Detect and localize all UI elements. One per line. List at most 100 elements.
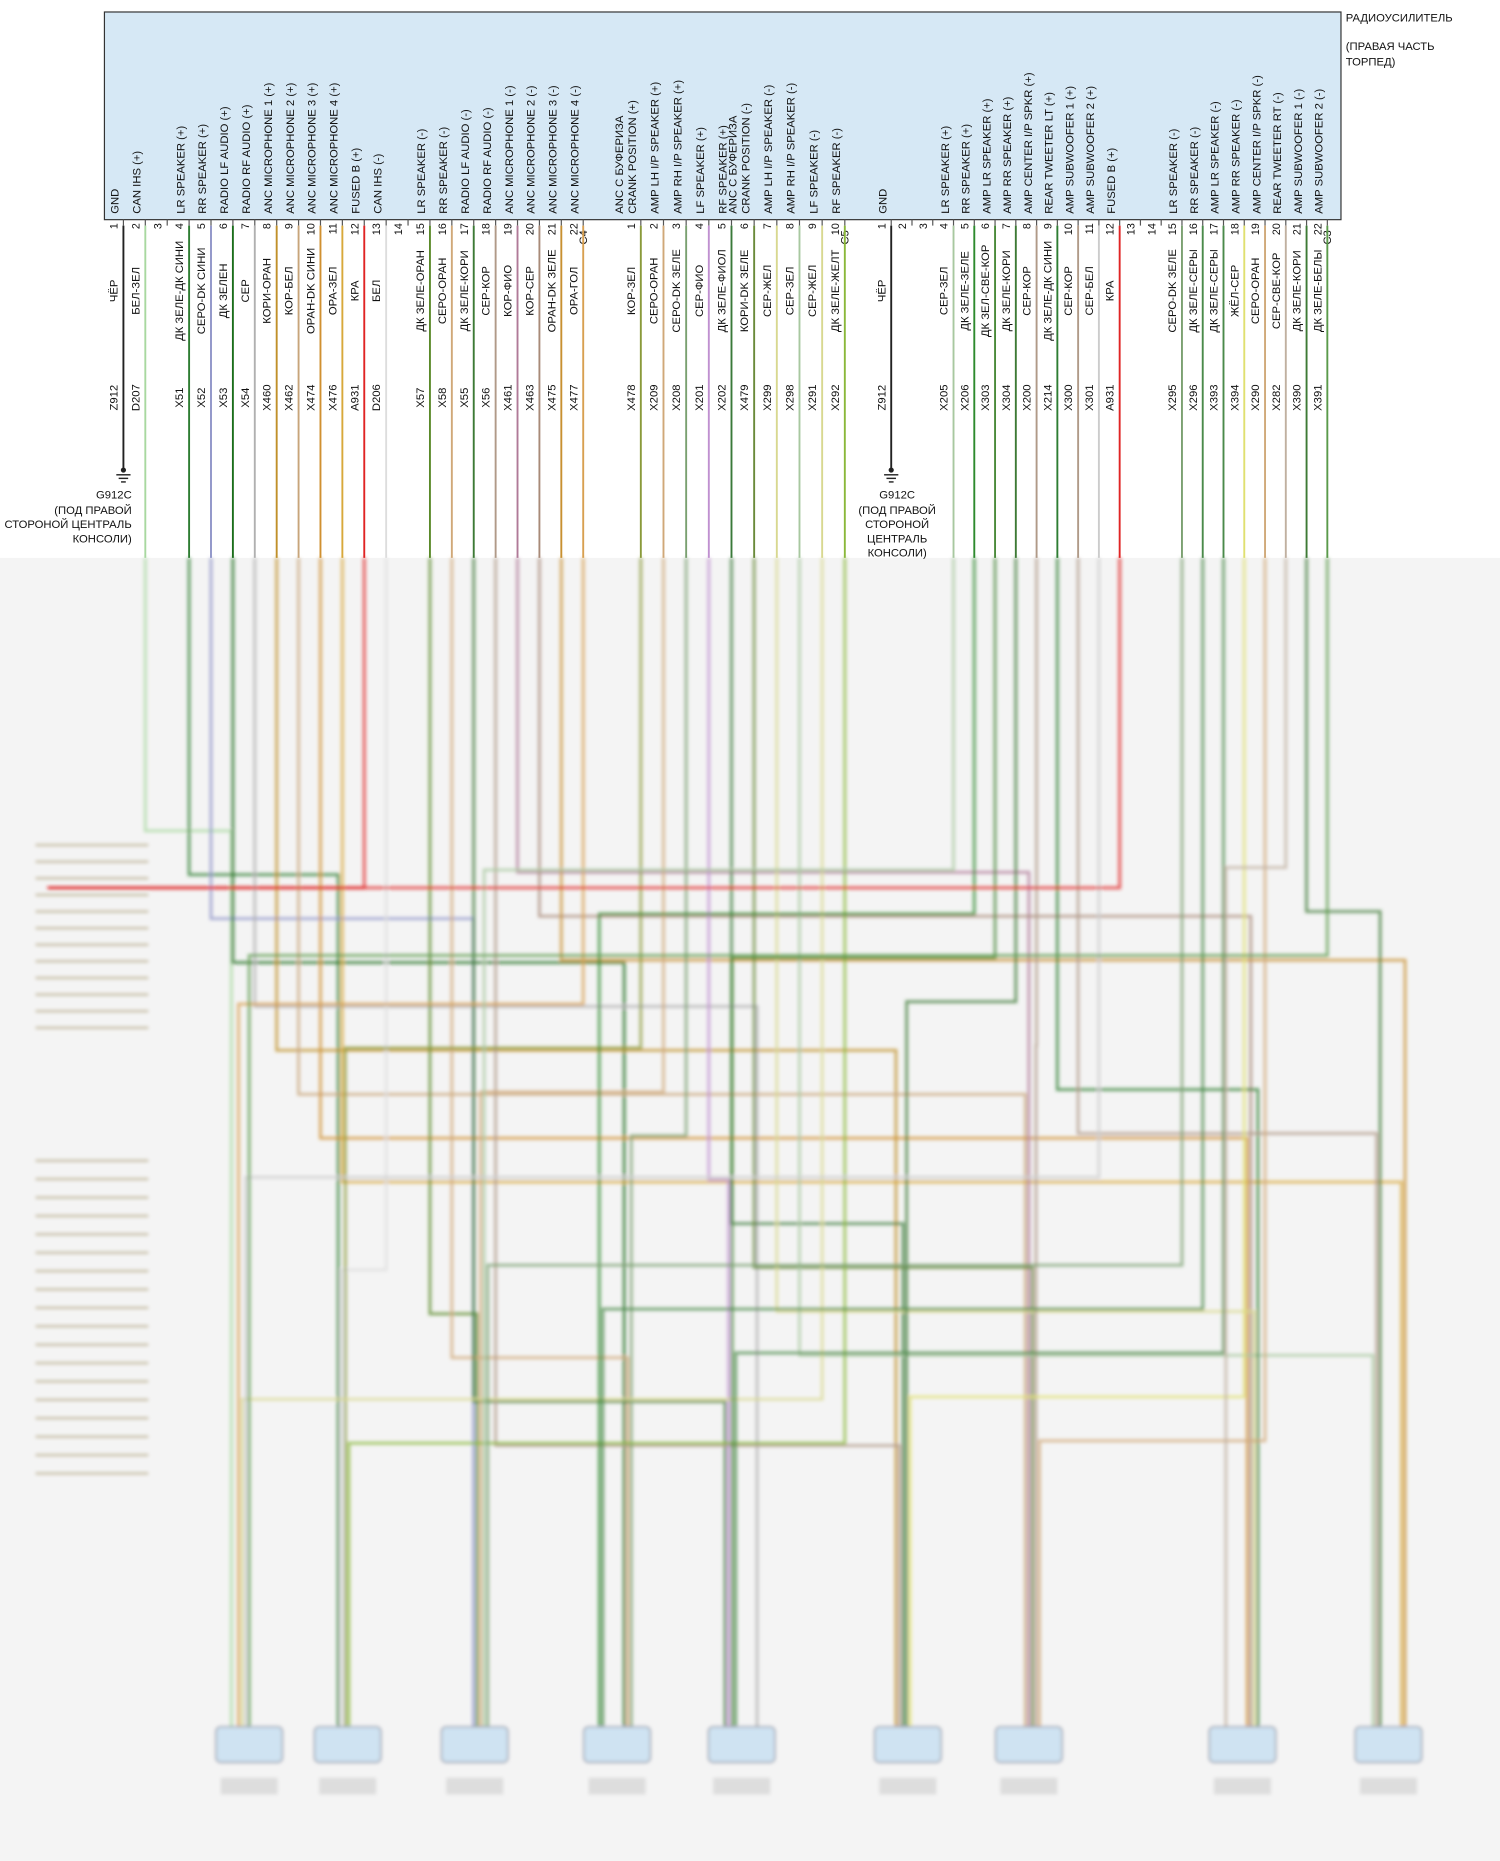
circuit-id: X474 [306,385,318,411]
wire-color: ДК ЗЕЛЕ-ЖЕЛТ [830,250,842,333]
pin-number: 22 [1312,223,1324,235]
ground-note: КОНСОЛИ) [73,533,132,545]
circuit-id: X303 [980,385,992,411]
circuit-id: X282 [1271,385,1283,411]
pin-function: AMP SUBWOOFER 1 (-) [1293,89,1305,214]
circuit-id: Z912 [876,385,888,411]
wire-route [730,557,997,1745]
wire-color: ДК ЗЕЛЕ-БЕЛЫ [1312,250,1324,333]
pin-number: 7 [240,223,252,229]
wire-color: КОРИ-DK ЗЕЛЕ [739,249,751,332]
wire-color: ДК ЗЕЛЕН [218,264,230,319]
pin-function: AMP LH I/P SPEAKER (+) [650,81,662,213]
pin-function: FUSED B (+) [351,147,363,213]
pin-function: ANC MICROPHONE 4 (+) [329,82,341,213]
pin-number: 22 [568,223,580,235]
wire-color: СЕР-КОР [481,266,493,316]
circuit-id: X291 [807,385,819,411]
pin-function: LR SPEAKER (+) [940,126,952,214]
pin-number: 13 [371,223,383,235]
wire-route [905,557,1018,1745]
ground-node [120,467,127,473]
circuit-id: X201 [694,385,706,411]
pin-number: 7 [1001,223,1013,229]
circuit-id: X299 [762,385,774,411]
pin-number: 1 [876,223,888,229]
pin-function: RADIO LF AUDIO (+) [219,106,231,214]
pin-function: LR SPEAKER (-) [1168,128,1180,213]
pin-number: 20 [524,223,536,235]
circuit-id: X478 [626,385,638,411]
pin-function: AMP CENTER I/P SPKR (+) [1023,72,1035,214]
wire-route [1034,557,1039,1745]
wire-route [247,557,1329,1745]
pin-number: 1 [108,223,120,229]
wire-color: СЕР-ЗЕЛ [785,267,797,316]
pin-number: 21 [546,223,558,235]
wire-color: СЕР-ФИО [694,264,706,317]
circuit-id: X295 [1167,385,1179,411]
circuit-id: D206 [371,384,383,411]
amplifier-box [103,11,1342,221]
wire-route [253,557,759,1745]
wire-route [343,557,643,1745]
circuit-id: X51 [174,388,186,408]
pin-number: 11 [327,223,339,234]
pin-number: 9 [807,223,819,229]
speaker [583,1726,651,1763]
pin-function: ANC MICROPHONE 2 (-) [526,85,538,214]
circuit-id: X206 [959,385,971,411]
wire-route [908,557,1246,1745]
speaker-label [588,1777,646,1795]
wire-color: СЕР-ЖЕЛ [762,265,774,317]
pin-function: AMP LR SPEAKER (-) [1210,101,1222,214]
circuit-id: X57 [415,388,427,408]
speaker-label [1214,1777,1271,1795]
wire-route [559,557,1407,1745]
ground-note: ЦЕНТРАЛЬ [867,533,927,545]
wire-color: ЧЁР [108,280,120,303]
pin-function: ANC MICROPHONE 2 (+) [285,82,297,213]
circuit-id: X475 [546,385,558,411]
wire-color: ОРАН-DK ЗЕЛЕ [546,249,558,332]
speaker-label [713,1777,771,1795]
pin-function: AMP LH I/P SPEAKER (-) [763,84,775,213]
pin-number: 2 [649,223,661,229]
pin-function: AMP RH I/P SPEAKER (+) [672,80,684,214]
wire-color: КРА [1105,280,1117,301]
wire-route [775,557,1256,1745]
wire-color: ДК ЗЕЛЕ-ЗЕЛЕ [959,251,971,331]
wire-color: ДК ЗЕЛЕ-ОРАН [415,250,427,331]
circuit-id: X477 [568,385,580,411]
pin-function: AMP SUBWOOFER 2 (+) [1085,86,1097,214]
pin-number: 6 [218,223,230,229]
wire-route [486,557,1184,1745]
pin-number: 12 [1105,223,1117,235]
pin-number: 16 [1188,223,1200,235]
pin-number: 5 [196,223,208,229]
wire-route [47,557,1122,890]
pin-number: 2 [130,223,142,229]
circuit-id: X304 [1001,385,1013,411]
pin-function: ANC MICROPHONE 1 (+) [263,82,275,213]
pin-number: 19 [503,223,515,235]
pin-number: 10 [830,223,842,235]
component-location: (ПРАВАЯ ЧАСТЬ [1346,41,1435,53]
wire-color: КОР-СЕР [524,266,536,316]
pin-number: 8 [785,223,797,229]
wire-color: ОРА-ЗЕЛ [327,267,339,316]
pin-number: 18 [1229,223,1241,235]
pin-function: RR SPEAKER (+) [961,124,973,214]
speaker-label [446,1777,504,1795]
pin-number: 3 [152,223,164,229]
circuit-id: X54 [240,388,252,408]
circuit-id: X462 [284,385,296,411]
circuit-id: X214 [1042,385,1054,411]
pin-function: CAN IHS (-) [372,153,384,213]
speaker-label [879,1777,937,1795]
pin-number: 17 [1209,223,1221,235]
pin-number: 3 [918,223,930,229]
pin-number: 4 [939,223,951,229]
circuit-id: X298 [785,385,797,411]
wire-color: СЕР-СВЕ-КОР [1271,253,1283,330]
